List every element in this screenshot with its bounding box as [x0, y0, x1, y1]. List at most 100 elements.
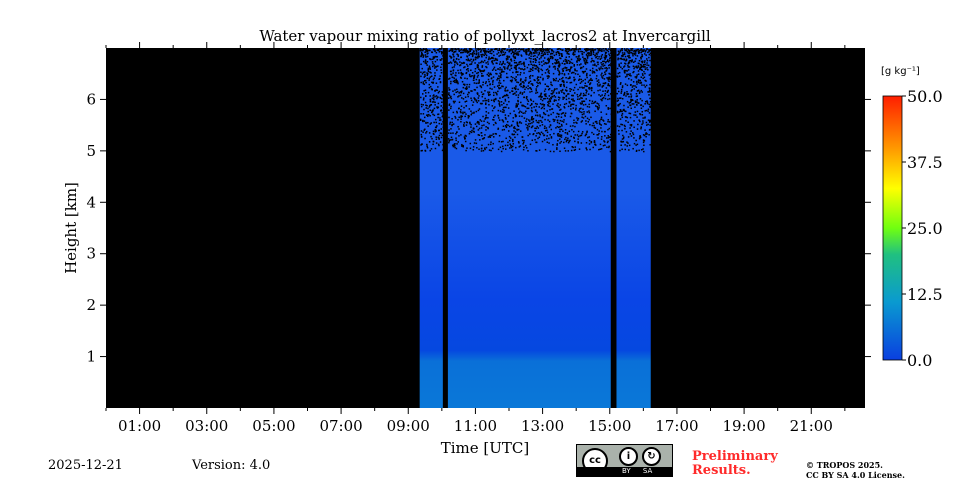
noise-pixel: [522, 84, 525, 87]
noise-pixel: [594, 48, 596, 51]
noise-pixel: [513, 110, 515, 112]
noise-pixel: [578, 109, 580, 112]
noise-pixel: [536, 103, 538, 105]
noise-pixel: [577, 138, 579, 140]
noise-pixel: [434, 129, 437, 131]
noise-pixel: [600, 116, 603, 119]
noise-pixel: [621, 129, 623, 132]
noise-pixel: [465, 50, 467, 52]
noise-pixel: [555, 53, 558, 56]
noise-pixel: [574, 73, 577, 75]
noise-pixel: [432, 56, 435, 58]
noise-pixel: [619, 97, 621, 99]
noise-pixel: [648, 121, 651, 123]
noise-pixel: [442, 143, 444, 146]
noise-pixel: [643, 53, 646, 55]
noise-pixel: [436, 49, 439, 51]
noise-pixel: [424, 73, 426, 76]
noise-pixel: [448, 140, 450, 142]
noise-pixel: [634, 50, 637, 53]
noise-pixel: [586, 56, 589, 58]
noise-pixel: [640, 68, 643, 71]
noise-pixel: [621, 113, 624, 115]
noise-pixel: [601, 72, 603, 75]
noise-pixel: [462, 112, 464, 115]
noise-pixel: [606, 146, 608, 149]
noise-pixel: [565, 67, 567, 69]
noise-pixel: [646, 58, 648, 60]
noise-pixel: [600, 148, 603, 150]
noise-pixel: [623, 53, 626, 56]
noise-pixel: [522, 104, 524, 107]
noise-pixel: [491, 60, 493, 63]
noise-pixel: [480, 53, 482, 56]
noise-pixel: [644, 117, 646, 119]
noise-pixel: [484, 50, 487, 52]
noise-pixel: [632, 54, 634, 57]
noise-pixel: [501, 63, 504, 65]
noise-pixel: [561, 88, 564, 91]
noise-pixel: [521, 93, 524, 95]
noise-pixel: [498, 86, 500, 89]
noise-pixel: [634, 106, 636, 108]
noise-pixel: [636, 110, 639, 113]
noise-pixel: [465, 121, 468, 123]
noise-pixel: [552, 103, 554, 105]
noise-pixel: [600, 98, 602, 101]
noise-pixel: [564, 138, 566, 141]
noise-pixel: [527, 50, 529, 52]
noise-pixel: [426, 143, 428, 146]
noise-pixel: [586, 48, 588, 50]
noise-pixel: [532, 75, 534, 77]
noise-pixel: [626, 48, 628, 50]
noise-pixel: [499, 63, 501, 65]
noise-pixel: [430, 75, 433, 77]
noise-pixel: [585, 74, 588, 76]
noise-pixel: [538, 67, 540, 70]
noise-pixel: [564, 114, 566, 116]
noise-pixel: [480, 120, 483, 122]
noise-pixel: [432, 140, 435, 143]
noise-pixel: [460, 91, 463, 94]
noise-pixel: [619, 149, 621, 152]
noise-pixel: [600, 66, 602, 68]
noise-pixel: [519, 79, 522, 82]
preliminary-results: Preliminary Results.: [692, 450, 778, 478]
noise-pixel: [510, 48, 513, 50]
noise-pixel: [541, 116, 544, 118]
noise-pixel: [529, 61, 532, 63]
noise-pixel: [471, 129, 473, 132]
noise-pixel: [491, 88, 493, 90]
noise-pixel: [460, 48, 463, 51]
noise-pixel: [485, 102, 487, 104]
noise-pixel: [494, 121, 497, 124]
noise-pixel: [604, 93, 607, 95]
noise-pixel: [573, 78, 576, 81]
noise-pixel: [441, 63, 443, 66]
noise-pixel: [496, 73, 498, 75]
noise-pixel: [629, 56, 631, 59]
noise-pixel: [642, 120, 644, 122]
noise-pixel: [455, 74, 457, 77]
noise-pixel: [490, 141, 492, 143]
noise-pixel: [481, 65, 484, 67]
noise-pixel: [547, 49, 550, 51]
noise-pixel: [534, 130, 536, 132]
noise-pixel: [537, 49, 539, 52]
noise-pixel: [549, 55, 552, 58]
noise-pixel: [501, 48, 503, 50]
noise-pixel: [428, 113, 430, 116]
noise-pixel: [582, 79, 584, 82]
noise-pixel: [455, 57, 458, 60]
noise-pixel: [600, 118, 603, 120]
noise-pixel: [623, 66, 625, 68]
noise-pixel: [641, 54, 643, 56]
noise-pixel: [585, 98, 587, 100]
noise-pixel: [508, 125, 511, 128]
noise-pixel: [579, 58, 582, 60]
noise-pixel: [515, 146, 517, 149]
noise-pixel: [637, 70, 640, 72]
noise-pixel: [582, 71, 585, 73]
noise-pixel: [429, 100, 432, 103]
noise-pixel: [647, 91, 650, 93]
